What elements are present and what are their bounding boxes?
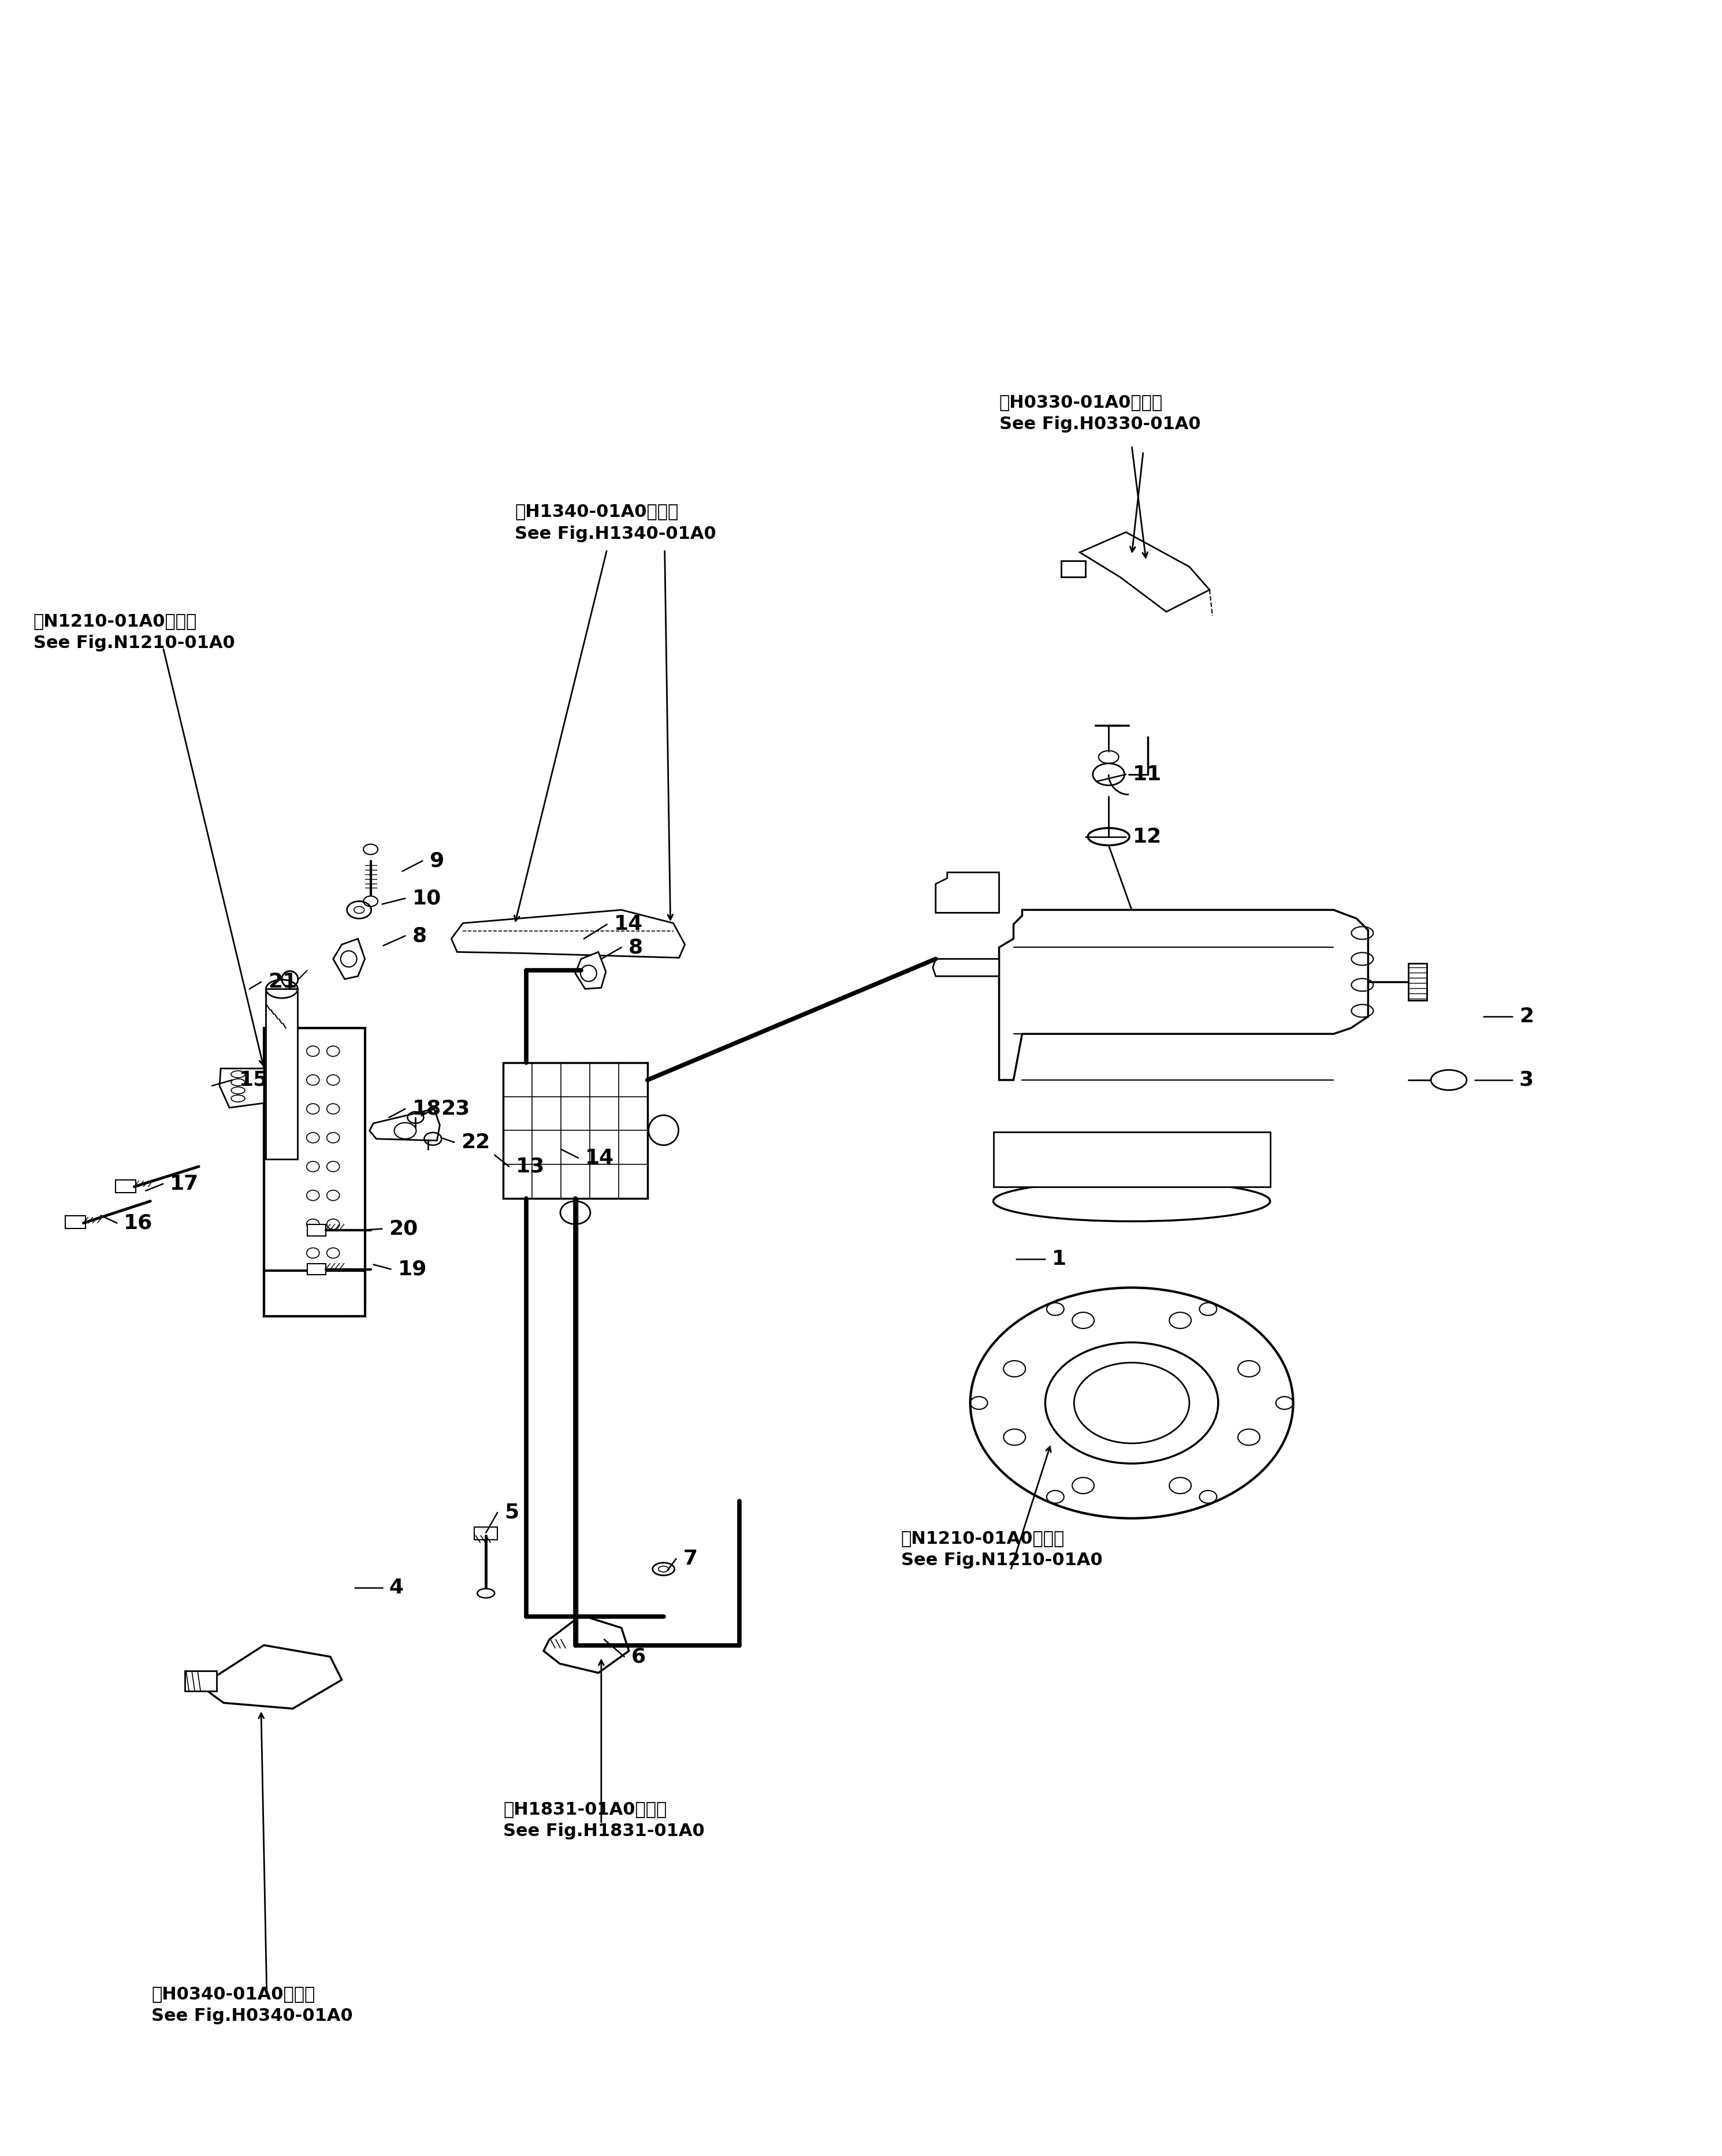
Bar: [307, 1225, 325, 1235]
Text: 16: 16: [124, 1214, 153, 1233]
Polygon shape: [1080, 533, 1209, 612]
Text: 14: 14: [585, 1147, 615, 1169]
Text: 19: 19: [398, 1259, 427, 1279]
Bar: [474, 1526, 498, 1539]
Polygon shape: [332, 938, 365, 979]
Bar: [307, 1263, 325, 1274]
Bar: [263, 1270, 365, 1317]
Polygon shape: [207, 1645, 341, 1708]
Polygon shape: [575, 953, 606, 990]
Text: 20: 20: [389, 1218, 418, 1240]
Bar: [115, 1179, 136, 1192]
Text: 17: 17: [170, 1175, 200, 1194]
Bar: [1409, 964, 1428, 1000]
Polygon shape: [370, 1108, 439, 1141]
Bar: [184, 1671, 217, 1690]
Text: 6: 6: [632, 1647, 646, 1667]
Bar: [994, 1132, 1271, 1186]
Text: 第H1831-01A0図参照
See Fig.H1831-01A0: 第H1831-01A0図参照 See Fig.H1831-01A0: [503, 1800, 704, 1839]
Bar: [65, 1216, 84, 1229]
Text: 13: 13: [517, 1158, 544, 1177]
Polygon shape: [451, 910, 685, 957]
Polygon shape: [935, 873, 999, 912]
Text: 22: 22: [461, 1132, 491, 1151]
Polygon shape: [544, 1615, 629, 1673]
Polygon shape: [933, 959, 999, 977]
Text: 11: 11: [1133, 765, 1162, 785]
Bar: [265, 990, 298, 1160]
Text: 第H0340-01A0図参照
See Fig.H0340-01A0: 第H0340-01A0図参照 See Fig.H0340-01A0: [152, 1986, 353, 2024]
Text: 5: 5: [505, 1503, 518, 1522]
Text: 10: 10: [412, 888, 441, 908]
Text: 2: 2: [1519, 1007, 1534, 1026]
Polygon shape: [999, 910, 1367, 1080]
Text: 9: 9: [429, 852, 444, 871]
Text: 14: 14: [615, 914, 642, 934]
Bar: [503, 1063, 647, 1199]
Text: 21: 21: [269, 972, 296, 992]
Text: 第N1210-01A0図参照
See Fig.N1210-01A0: 第N1210-01A0図参照 See Fig.N1210-01A0: [901, 1531, 1102, 1570]
Text: 8: 8: [629, 938, 642, 957]
Text: 18: 18: [412, 1100, 441, 1119]
Text: 第H1340-01A0図参照
See Fig.H1340-01A0: 第H1340-01A0図参照 See Fig.H1340-01A0: [515, 502, 716, 541]
Text: 1: 1: [1052, 1248, 1066, 1268]
Text: 第N1210-01A0図参照
See Fig.N1210-01A0: 第N1210-01A0図参照 See Fig.N1210-01A0: [33, 612, 234, 651]
Text: 8: 8: [412, 927, 427, 946]
Polygon shape: [263, 1028, 365, 1317]
Polygon shape: [219, 1069, 263, 1108]
Text: 7: 7: [684, 1548, 697, 1570]
Text: 第H0330-01A0図参照
See Fig.H0330-01A0: 第H0330-01A0図参照 See Fig.H0330-01A0: [999, 395, 1200, 433]
Bar: [1061, 561, 1085, 578]
Text: 23: 23: [441, 1100, 470, 1119]
Text: 12: 12: [1133, 828, 1162, 847]
Text: 4: 4: [389, 1578, 403, 1598]
Text: 3: 3: [1519, 1069, 1534, 1089]
Text: 15: 15: [239, 1069, 269, 1089]
